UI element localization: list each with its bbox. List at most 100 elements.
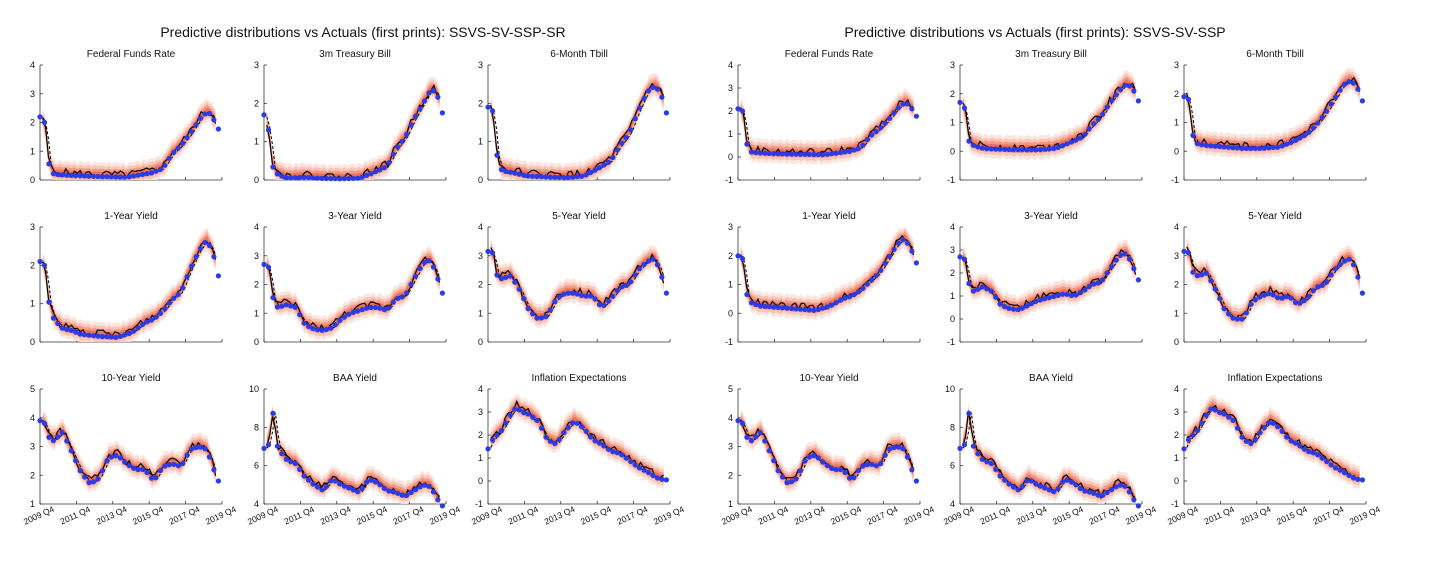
actual-point — [404, 131, 410, 137]
actual-point — [341, 176, 347, 182]
subplot-11: 6-Month Tbill -1 0 1 2 3 — [1171, 49, 1367, 185]
actual-point — [780, 151, 786, 157]
actual-point — [368, 304, 374, 311]
actual-point — [1082, 287, 1088, 293]
actual-point — [1301, 132, 1307, 138]
actual-point — [498, 428, 504, 434]
actual-point — [1328, 101, 1334, 107]
actual-point — [1073, 482, 1079, 488]
actual-point — [1319, 282, 1325, 288]
actual-point — [811, 453, 817, 459]
actual-point — [131, 465, 137, 471]
actual-point — [1126, 256, 1132, 262]
predictive-band-3 — [1186, 403, 1360, 481]
y-tick-label: 2 — [30, 470, 35, 480]
actual-point — [1068, 292, 1075, 298]
actual-point — [399, 294, 405, 300]
y-tick-label: 3 — [728, 222, 733, 232]
actual-point — [574, 420, 580, 426]
actual-point — [793, 306, 799, 312]
x-tick-label: 2015 Q4 — [355, 504, 389, 527]
actual-point — [628, 279, 634, 285]
actual-point — [332, 478, 338, 484]
actual-point — [860, 463, 866, 469]
actual-point — [637, 266, 643, 272]
actual-point — [489, 250, 496, 256]
actual-point — [1028, 301, 1034, 307]
actual-point — [739, 108, 746, 114]
actual-point — [1019, 305, 1025, 311]
actual-point — [873, 463, 879, 469]
y-tick-label: 2 — [478, 98, 483, 108]
actual-point — [1100, 111, 1106, 117]
y-tick-label: 4 — [728, 60, 733, 70]
actual-point — [507, 273, 513, 279]
actual-point — [525, 306, 531, 312]
actual-point — [855, 467, 862, 474]
actual-point — [377, 482, 383, 488]
actual-point — [323, 175, 329, 182]
actual-point — [596, 165, 603, 171]
actual-point — [1324, 279, 1330, 285]
actual-point — [206, 242, 212, 249]
actual-point — [833, 300, 839, 306]
actual-point — [1122, 251, 1128, 257]
actual-point — [650, 84, 656, 90]
actual-point — [512, 170, 518, 176]
predictive-band-2 — [490, 400, 664, 484]
actual-point — [1042, 485, 1048, 491]
actual-point — [64, 326, 70, 332]
actual-point — [503, 168, 509, 174]
y-tick-label: 1 — [950, 291, 955, 301]
actual-point — [1359, 290, 1365, 296]
subplot-12: 1-Year Yield -1 0 1 2 3 — [725, 211, 921, 347]
actual-point — [301, 174, 307, 180]
x-tick-label: 2017 Q4 — [391, 504, 425, 527]
actual-point — [891, 110, 897, 116]
actual-point — [485, 248, 491, 254]
actual-point — [838, 297, 844, 303]
actual-point — [650, 256, 656, 262]
actual-point — [485, 104, 491, 110]
actual-point — [610, 154, 616, 161]
actual-point — [395, 295, 401, 301]
actual-point — [900, 101, 906, 107]
actual-point — [1310, 450, 1316, 456]
actual-point — [1359, 477, 1365, 483]
actual-point — [1046, 295, 1052, 301]
subplot-title: 3-Year Yield — [328, 211, 382, 222]
actual-point — [793, 476, 799, 482]
actual-point — [904, 240, 911, 246]
actual-point — [1203, 412, 1209, 418]
y-tick-label: 2 — [728, 470, 733, 480]
actual-point — [1341, 470, 1348, 476]
actual-point — [1234, 316, 1241, 322]
actual-point — [855, 146, 862, 152]
actual-point — [833, 150, 839, 156]
actual-point — [1064, 141, 1070, 147]
actual-point — [583, 293, 589, 299]
actual-point — [1046, 146, 1052, 152]
y-tick-label: 4 — [30, 413, 35, 423]
y-tick-label: -1 — [1171, 175, 1179, 185]
actual-point — [1350, 475, 1356, 481]
actual-point — [543, 174, 549, 180]
actual-point — [46, 434, 52, 440]
actual-point — [1181, 446, 1187, 452]
actual-point — [1104, 104, 1110, 110]
actual-point — [1346, 79, 1352, 85]
x-tick-label: 2013 Q4 — [319, 504, 353, 527]
subplot-13: 3-Year Yield -1 0 1 2 3 4 — [947, 211, 1143, 347]
y-tick-label: 4 — [254, 222, 259, 232]
actual-point — [753, 434, 759, 440]
actual-point — [1337, 467, 1343, 473]
actual-point — [824, 304, 830, 310]
actual-point — [86, 480, 92, 486]
actual-point — [430, 264, 436, 270]
actual-point — [364, 305, 370, 311]
actual-point — [909, 467, 915, 473]
actual-point — [202, 239, 208, 246]
actual-point — [1194, 141, 1200, 147]
y-tick-label: 10 — [945, 384, 955, 394]
